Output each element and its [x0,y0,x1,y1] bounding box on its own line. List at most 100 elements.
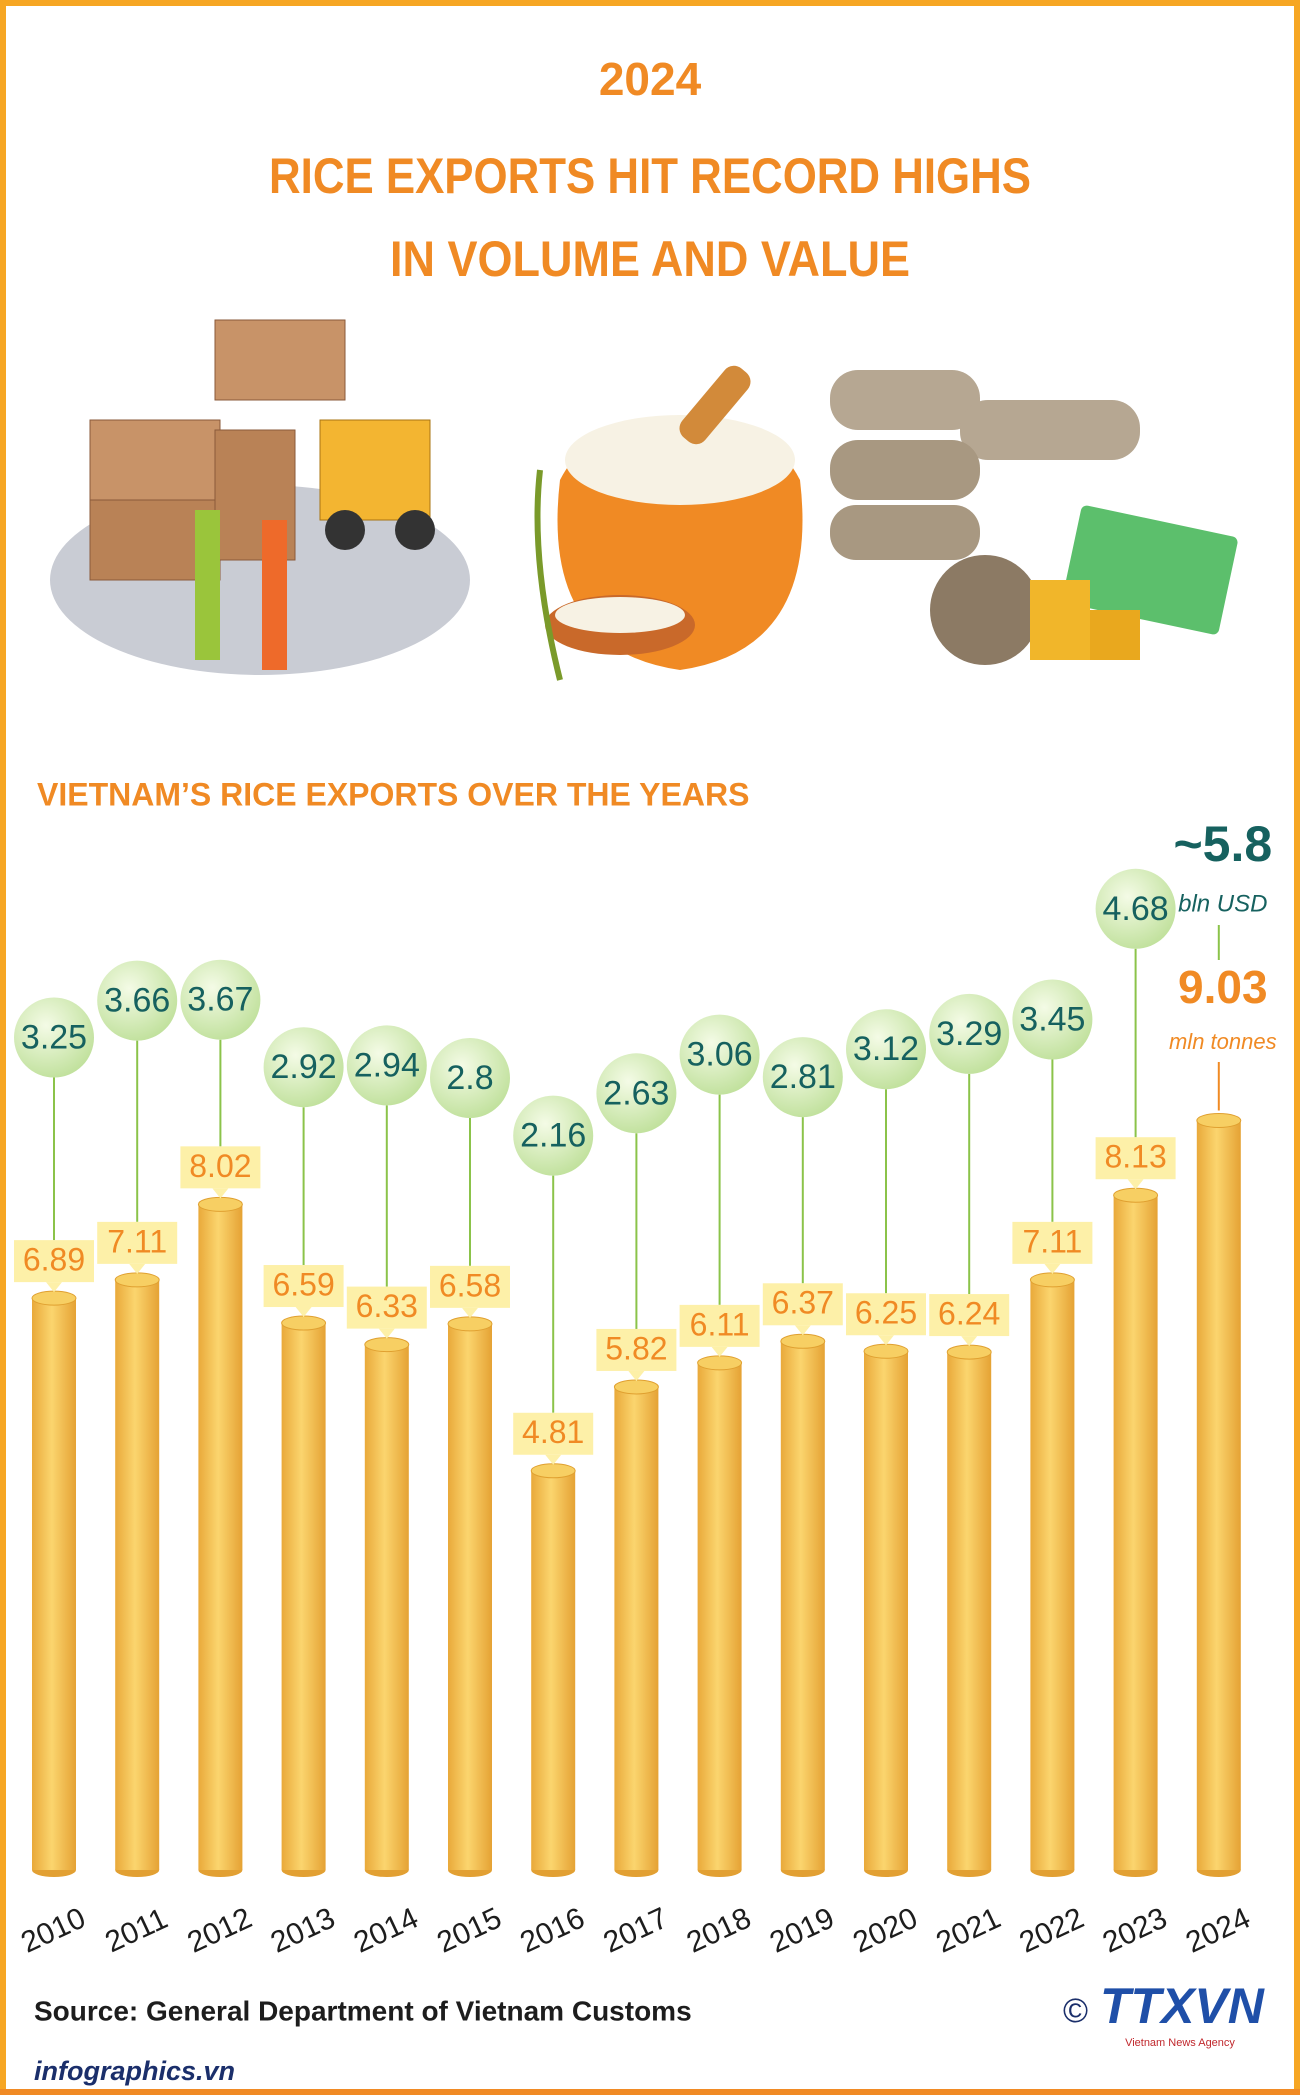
value-label-box [263,1265,344,1308]
box [214,319,346,401]
wheel [395,510,435,550]
bubble-label: 3.45 [1019,1000,1085,1038]
bar-cap [114,1272,160,1288]
bar [364,1344,409,1870]
bar-cap [447,1316,493,1332]
bar-cap [780,1333,826,1349]
title-line: RICE EXPORTS HIT RECORD HIGHS [269,148,1031,204]
value-label-pointer [961,1336,978,1347]
bubble-label: 3.67 [187,981,253,1019]
value-label: 4.81 [522,1414,584,1450]
bar [281,1323,326,1870]
money-bag [930,555,1040,665]
bar [864,1351,908,1870]
title-year: 2024 [599,53,702,105]
value-label-pointer [878,1335,894,1346]
bubble-label: 2.92 [271,1048,337,1086]
x-tick-label: 2012 [183,1902,257,1960]
subtitle: VIETNAM’S RICE EXPORTS OVER THE YEARS [37,776,749,812]
bar [115,1279,160,1870]
bar [947,1352,992,1870]
bar-cap [530,1463,576,1479]
bubble [1095,868,1176,949]
value-label-box [14,1240,94,1283]
value-label-pointer [1127,1179,1144,1190]
value-label: 6.33 [356,1288,418,1324]
bar [1196,1120,1241,1870]
x-tick-label: 2023 [1098,1902,1172,1960]
unit-label: mln tonnes [1169,1029,1277,1054]
value-label-pointer [711,1346,728,1357]
x-tick-label: 2019 [765,1902,839,1960]
bar-cap [1196,1113,1242,1129]
bubble [346,1025,427,1106]
logo: TTXVN [1100,1978,1265,2034]
value-label-box [1095,1137,1176,1180]
bubble [513,1095,594,1176]
illustration-warehouse [50,319,470,675]
coins [1030,580,1090,660]
value-label-pointer [462,1307,478,1318]
x-tick-label: 2015 [432,1902,506,1960]
value-label-box [929,1294,1010,1337]
bar [780,1341,825,1870]
highlight-volume: 9.03 [1178,961,1268,1013]
value-label-box [513,1412,594,1455]
bubble-label: 2.63 [603,1074,669,1112]
value-label: 8.13 [1104,1139,1166,1175]
bubble [596,1053,677,1134]
illustration-money [830,370,1238,665]
wheel [325,510,365,550]
logo-subtitle: Vietnam News Agency [1125,2037,1235,2049]
bubble-label: 2.8 [446,1059,493,1097]
bar-cap [697,1355,743,1371]
value-label-box [762,1283,843,1326]
worker [262,520,287,670]
value-label-box [180,1146,261,1189]
value-label-pointer [295,1307,312,1318]
value-label-box [346,1286,427,1329]
bubble [762,1037,843,1118]
value-label-box [596,1328,677,1371]
bar [198,1204,243,1870]
value-label-pointer [46,1282,62,1293]
bar [531,1470,576,1870]
bar [697,1362,742,1870]
forklift [319,419,431,521]
value-label-box [1012,1221,1093,1264]
bar-cap [364,1337,410,1353]
value-label: 6.25 [855,1295,917,1331]
source: Source: General Department of Vietnam Cu… [34,1995,692,2026]
bar [448,1323,492,1870]
x-tick-label: 2022 [1015,1902,1089,1960]
bubble-label: 3.29 [936,1015,1002,1053]
bar [1113,1195,1158,1870]
box [89,419,221,501]
bubble [430,1038,510,1118]
value-label: 7.11 [107,1223,167,1259]
bubble [846,1009,926,1090]
bubble-label: 2.94 [354,1046,420,1084]
rice [555,597,685,633]
unit-label: bln USD [1178,890,1267,917]
value-label: 5.82 [605,1330,667,1366]
x-tick-label: 2018 [682,1902,756,1960]
value-label: 6.11 [690,1306,750,1342]
value-label: 6.24 [938,1296,1000,1332]
scoop [679,365,751,445]
bar-cap [197,1196,243,1212]
x-tick-label: 2020 [848,1902,922,1960]
bar-cap [31,1290,77,1306]
x-tick-label: 2016 [515,1902,589,1960]
bag [960,400,1140,460]
bar [1030,1279,1075,1870]
bubble [180,959,261,1040]
bubble [1012,979,1093,1060]
value-label: 7.11 [1022,1223,1082,1259]
bubble [263,1027,344,1108]
bubble [97,960,178,1041]
bag [830,440,980,500]
bubble-label: 3.12 [853,1030,919,1068]
value-label-pointer [378,1328,395,1339]
